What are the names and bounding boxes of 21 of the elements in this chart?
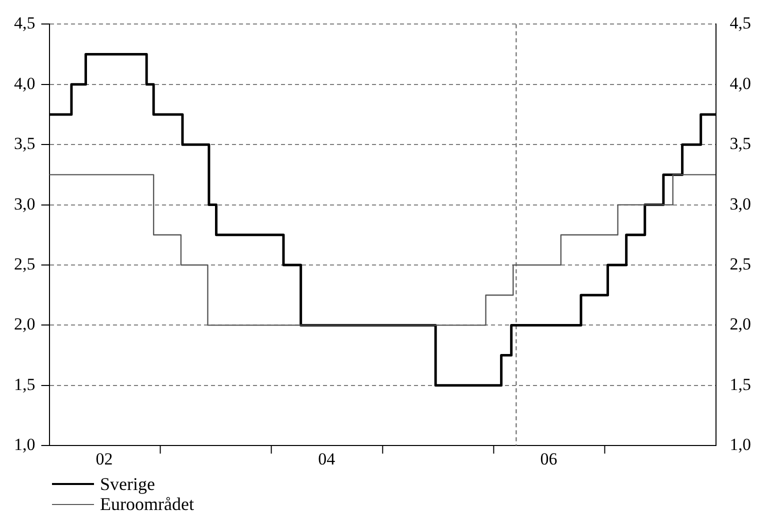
x-tick-label: 06 (540, 449, 558, 468)
x-tick-label: 04 (318, 449, 336, 468)
x-tick-label: 02 (96, 449, 113, 468)
legend-label: Sverige (100, 474, 155, 494)
y-tick-label: 1,5 (14, 374, 36, 394)
y2-tick-label: 3,5 (730, 134, 751, 154)
y-tick-label: 2,5 (14, 254, 36, 274)
y-tick-label: 3,5 (14, 134, 36, 154)
y-tick-label: 2,0 (14, 314, 36, 334)
y-tick-label: 4,0 (14, 74, 36, 93)
y2-tick-label: 1,0 (730, 435, 751, 454)
y-tick-label: 4,5 (14, 14, 36, 33)
y2-tick-label: 2,5 (730, 254, 751, 274)
y2-tick-label: 4,5 (730, 14, 751, 33)
legend-label: Euroområdet (100, 494, 194, 514)
y2-tick-label: 3,0 (730, 194, 751, 214)
y2-tick-label: 1,5 (730, 374, 751, 394)
y2-tick-label: 4,0 (730, 74, 751, 93)
y-tick-label: 1,0 (14, 435, 36, 454)
y-tick-label: 3,0 (14, 194, 36, 214)
y2-tick-label: 2,0 (730, 314, 751, 334)
